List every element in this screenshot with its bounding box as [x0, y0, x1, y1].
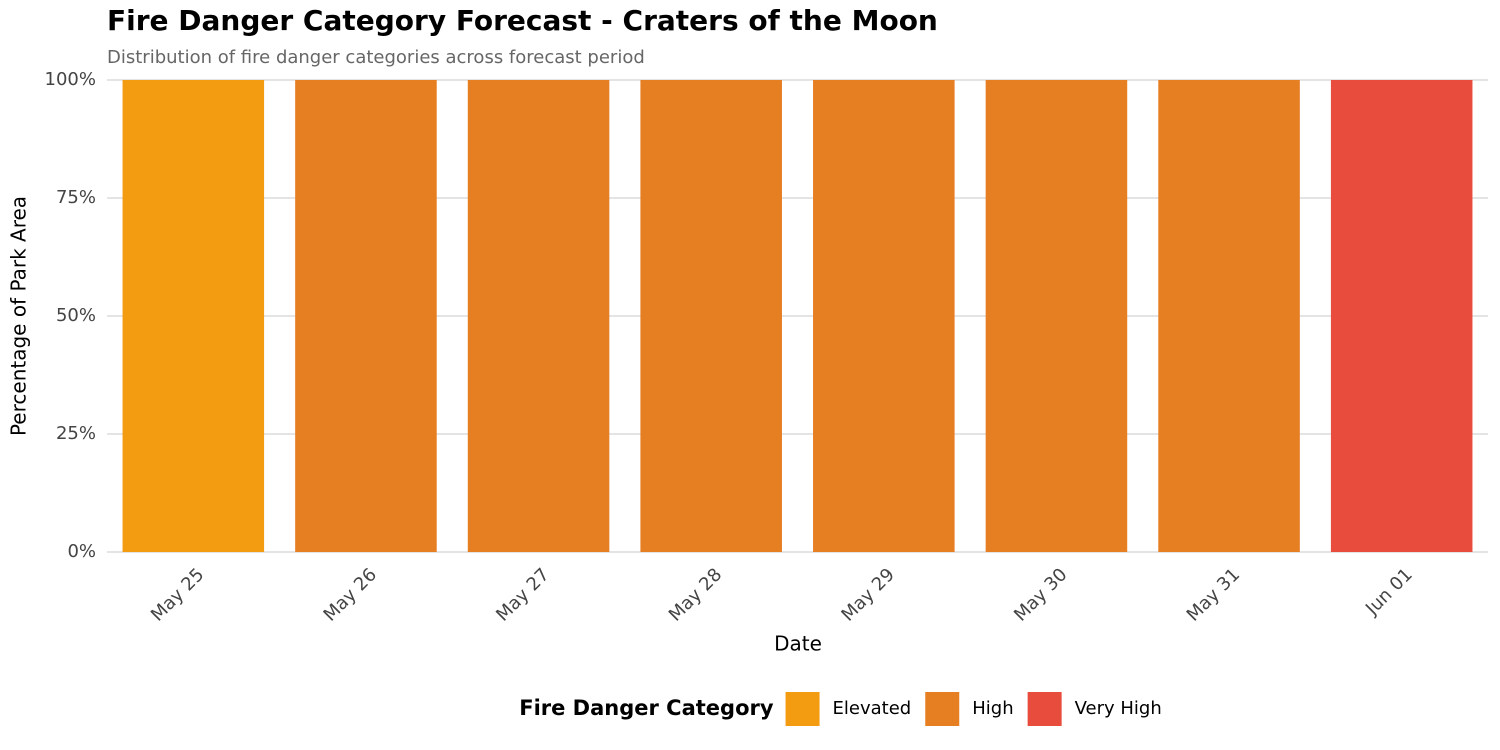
y-tick-label: 0%: [67, 541, 96, 562]
y-tick-label: 50%: [56, 305, 96, 326]
bar-segment: [985, 80, 1128, 552]
bar-segment: [640, 80, 782, 552]
x-tick-label: May 30: [1010, 564, 1071, 625]
x-tick-label: May 27: [492, 564, 553, 625]
chart-title: Fire Danger Category Forecast - Craters …: [107, 4, 938, 37]
x-tick-label: May 31: [1183, 564, 1244, 625]
y-tick-label: 100%: [45, 69, 96, 90]
legend-swatch: [1027, 692, 1062, 726]
x-axis-title: Date: [774, 632, 822, 656]
bar-segment: [1330, 80, 1473, 552]
x-tick-label: May 26: [320, 564, 381, 625]
x-tick-label: May 28: [665, 564, 726, 625]
bar-segment: [813, 80, 955, 552]
legend-label: High: [972, 698, 1013, 719]
y-axis-title: Percentage of Park Area: [7, 196, 31, 436]
bar-segment: [467, 80, 610, 552]
x-tick-label: May 25: [147, 564, 208, 625]
bar-segment: [1158, 80, 1300, 552]
legend-title: Fire Danger Category: [519, 696, 774, 720]
legend-swatch: [785, 692, 820, 726]
bar-segment: [295, 80, 437, 552]
y-tick-label: 75%: [56, 187, 96, 208]
chart-subtitle: Distribution of fire danger categories a…: [107, 47, 645, 68]
legend-label: Elevated: [833, 698, 912, 719]
bar-segment: [122, 80, 265, 552]
legend-label: Very High: [1075, 698, 1162, 719]
x-tick-label: May 29: [837, 564, 898, 625]
y-tick-label: 25%: [56, 423, 96, 444]
x-tick-label: Jun 01: [1361, 564, 1417, 620]
legend-swatch: [925, 692, 960, 726]
